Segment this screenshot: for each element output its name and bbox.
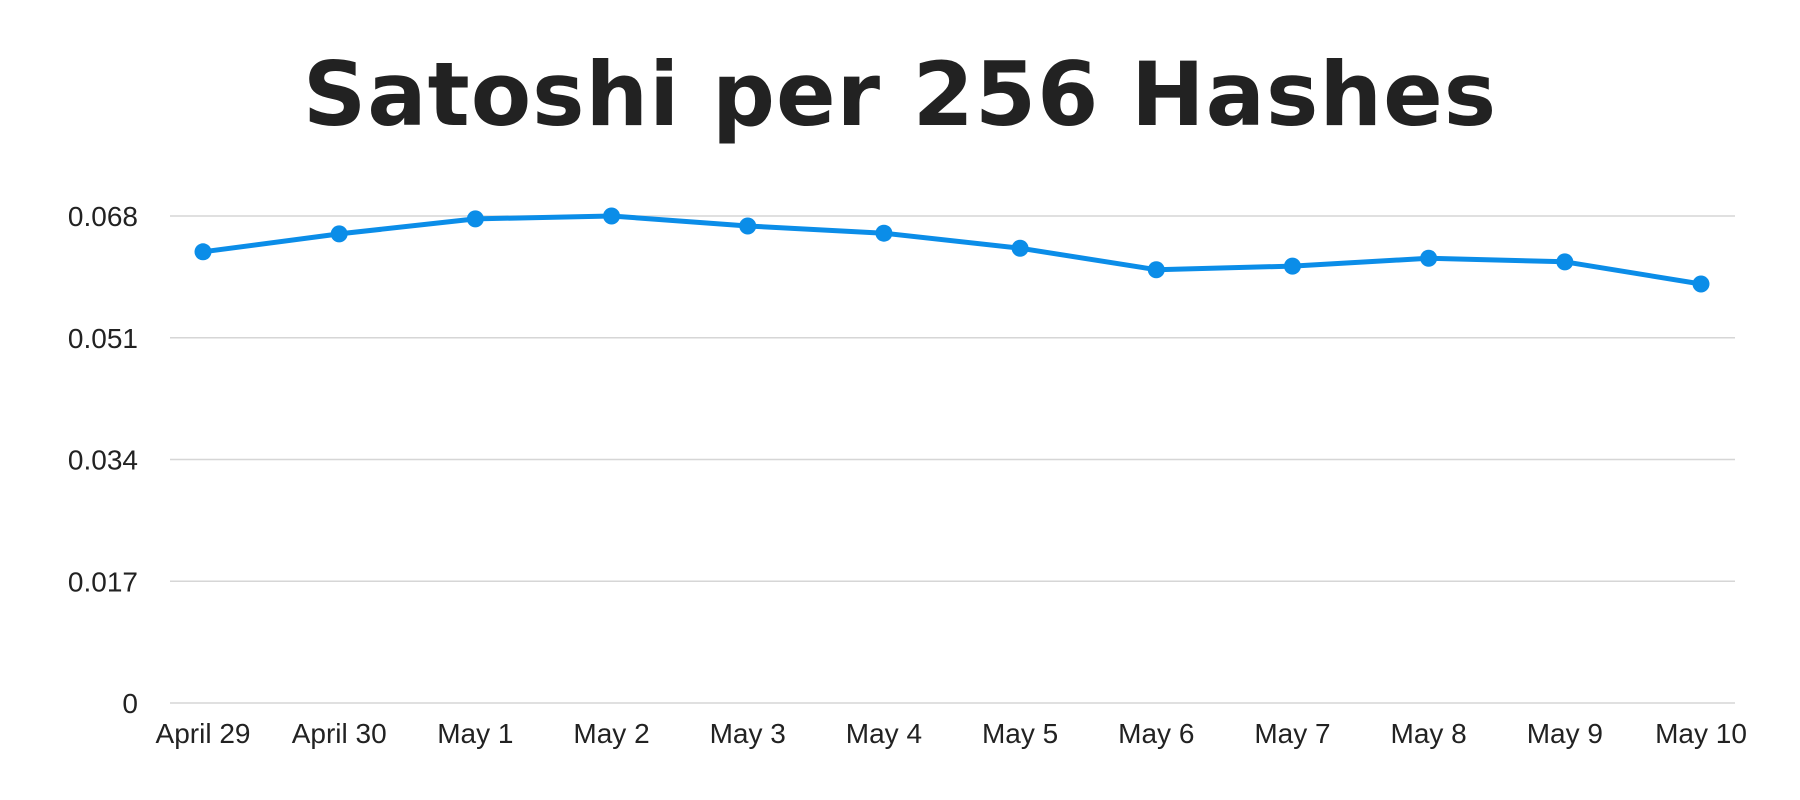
x-tick-label: May 2	[573, 718, 649, 749]
series-line	[200, 213, 1704, 287]
x-tick-label: May 9	[1527, 718, 1603, 749]
data-point[interactable]	[875, 224, 893, 242]
y-axis-tick-labels: 0 0.017 0.034 0.051 0.068	[68, 201, 138, 719]
x-axis-tick-labels: April 29 April 30 May 1 May 2 May 3 May 4 May …	[156, 718, 1747, 749]
data-point[interactable]	[1283, 257, 1301, 275]
data-point[interactable]	[1420, 249, 1438, 267]
x-tick-label: May 8	[1391, 718, 1467, 749]
chart-title: Satoshi per 256 Hashes	[302, 43, 1498, 146]
x-tick-label: May 7	[1254, 718, 1330, 749]
y-tick-label: 0.068	[68, 201, 138, 232]
x-tick-label: April 29	[156, 718, 251, 749]
data-point[interactable]	[1011, 239, 1029, 257]
data-point[interactable]	[330, 225, 348, 243]
data-point[interactable]	[1556, 253, 1574, 271]
y-tick-label: 0	[122, 688, 138, 719]
y-tick-label: 0.017	[68, 566, 138, 597]
data-point[interactable]	[466, 210, 484, 228]
data-point[interactable]	[739, 217, 757, 235]
data-point[interactable]	[1147, 261, 1165, 279]
x-tick-label: May 6	[1118, 718, 1194, 749]
grid-lines	[170, 215, 1735, 704]
data-point[interactable]	[603, 207, 621, 225]
y-tick-label: 0.034	[68, 445, 138, 476]
y-tick-label: 0.051	[68, 323, 138, 354]
x-tick-label: April 30	[292, 718, 387, 749]
x-tick-label: May 3	[710, 718, 786, 749]
data-point[interactable]	[194, 243, 212, 261]
x-tick-label: May 4	[846, 718, 922, 749]
data-point[interactable]	[1692, 275, 1710, 293]
x-tick-label: May 10	[1655, 718, 1747, 749]
series-layer	[194, 207, 1710, 293]
x-tick-label: May 5	[982, 718, 1058, 749]
x-tick-label: May 1	[437, 718, 513, 749]
